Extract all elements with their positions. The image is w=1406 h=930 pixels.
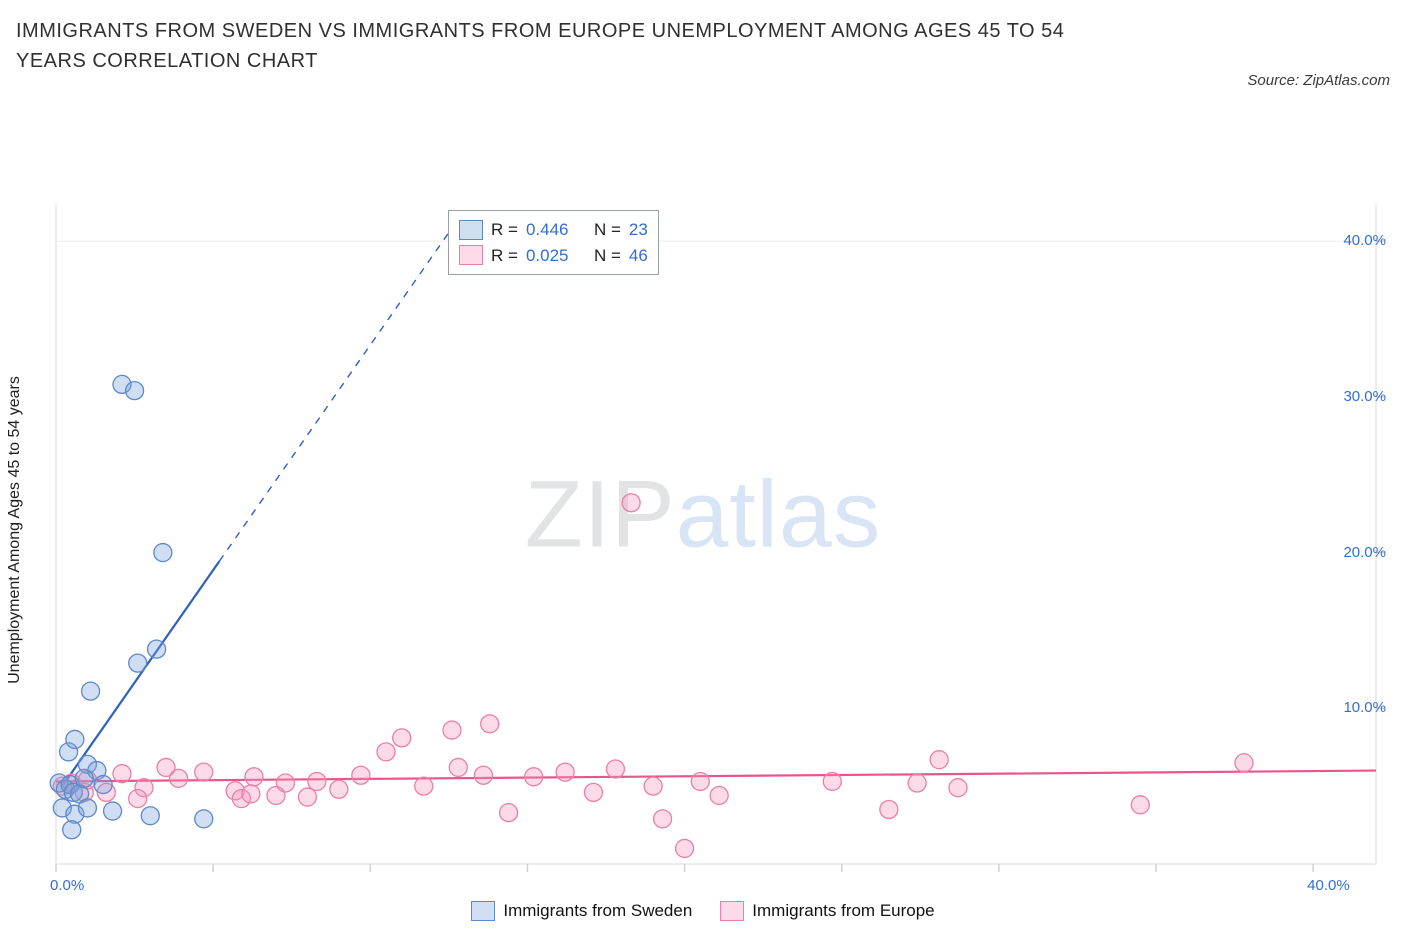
y-tick-label: 20.0% <box>1343 544 1386 561</box>
data-point <box>1235 754 1253 772</box>
source-name: ZipAtlas.com <box>1303 72 1390 89</box>
data-point <box>195 810 213 828</box>
scatter-plot <box>0 100 1406 930</box>
source-attribution: Source: ZipAtlas.com <box>1247 72 1390 89</box>
n-value: 23 <box>629 217 648 243</box>
data-point <box>930 751 948 769</box>
data-point <box>823 772 841 790</box>
r-value: 0.025 <box>526 243 569 269</box>
data-point <box>129 790 147 808</box>
chart-area: Unemployment Among Ages 45 to 54 years Z… <box>0 100 1406 930</box>
data-point <box>141 807 159 825</box>
data-point <box>606 760 624 778</box>
data-point <box>880 801 898 819</box>
data-point <box>584 783 602 801</box>
y-tick-label: 40.0% <box>1343 232 1386 249</box>
data-point <box>449 758 467 776</box>
x-tick-label: 0.0% <box>50 877 84 894</box>
legend-swatch <box>459 220 483 240</box>
data-point <box>154 544 172 562</box>
source-prefix: Source: <box>1247 72 1303 89</box>
legend-label: Immigrants from Sweden <box>503 901 692 921</box>
data-point <box>710 786 728 804</box>
data-point <box>622 494 640 512</box>
data-point <box>78 799 96 817</box>
data-point <box>104 802 122 820</box>
legend-swatch <box>720 901 744 921</box>
stats-legend: R = 0.446 N = 23R = 0.025 N = 46 <box>448 210 659 275</box>
data-point <box>94 776 112 794</box>
data-point <box>66 730 84 748</box>
data-point <box>691 772 709 790</box>
data-point <box>245 768 263 786</box>
stats-legend-row: R = 0.446 N = 23 <box>459 217 648 243</box>
data-point <box>148 640 166 658</box>
legend-swatch <box>471 901 495 921</box>
data-point <box>352 766 370 784</box>
n-label: N = <box>594 217 621 243</box>
x-tick-label: 40.0% <box>1307 877 1350 894</box>
data-point <box>654 810 672 828</box>
n-value: 46 <box>629 243 648 269</box>
data-point <box>126 382 144 400</box>
data-point <box>157 758 175 776</box>
data-point <box>556 763 574 781</box>
series-legend-item: Immigrants from Europe <box>720 901 934 921</box>
data-point <box>298 788 316 806</box>
data-point <box>908 774 926 792</box>
data-point <box>75 769 93 787</box>
y-tick-label: 30.0% <box>1343 388 1386 405</box>
data-point <box>676 839 694 857</box>
data-point <box>63 821 81 839</box>
data-point <box>415 777 433 795</box>
data-point <box>308 772 326 790</box>
data-point <box>113 765 131 783</box>
series-legend-item: Immigrants from Sweden <box>471 901 692 921</box>
data-point <box>393 729 411 747</box>
data-point <box>443 721 461 739</box>
series-legend: Immigrants from Sweden Immigrants from Eu… <box>0 901 1406 926</box>
data-point <box>330 780 348 798</box>
data-point <box>525 768 543 786</box>
data-point <box>644 777 662 795</box>
stats-legend-row: R = 0.025 N = 46 <box>459 243 648 269</box>
data-point <box>474 766 492 784</box>
y-tick-label: 10.0% <box>1343 699 1386 716</box>
data-point <box>1131 796 1149 814</box>
data-point <box>195 763 213 781</box>
data-point <box>242 785 260 803</box>
data-point <box>481 715 499 733</box>
data-point <box>129 654 147 672</box>
chart-title: IMMIGRANTS FROM SWEDEN VS IMMIGRANTS FRO… <box>16 16 1116 76</box>
data-point <box>949 779 967 797</box>
legend-label: Immigrants from Europe <box>752 901 934 921</box>
r-label: R = <box>491 243 518 269</box>
legend-swatch <box>459 245 483 265</box>
data-point <box>267 786 285 804</box>
data-point <box>82 682 100 700</box>
data-point <box>377 743 395 761</box>
r-label: R = <box>491 217 518 243</box>
n-label: N = <box>594 243 621 269</box>
data-point <box>500 804 518 822</box>
r-value: 0.446 <box>526 217 569 243</box>
